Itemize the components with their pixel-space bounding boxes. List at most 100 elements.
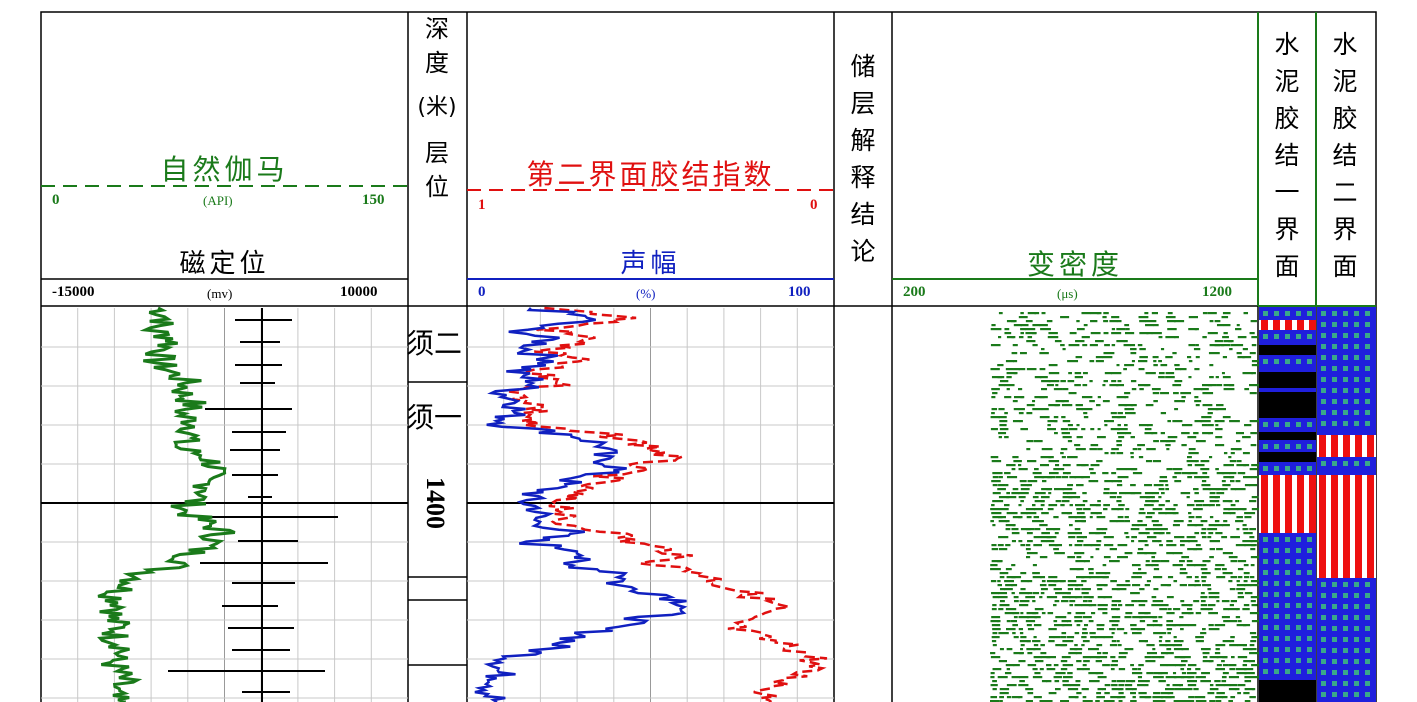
vdl-stripe xyxy=(1025,688,1034,691)
cement-dot xyxy=(1307,581,1312,586)
cement-dot xyxy=(1307,311,1312,316)
vdl-stripe xyxy=(1081,592,1089,595)
cement-dot xyxy=(1307,334,1312,339)
cement-dot xyxy=(1354,355,1359,360)
vdl-stripe xyxy=(1237,560,1247,563)
cement-dot xyxy=(1365,648,1370,653)
vdl-stripe xyxy=(1174,536,1185,539)
vdl-stripe xyxy=(1116,468,1127,471)
vdl-stripe xyxy=(1026,448,1031,451)
vdl-stripe xyxy=(1250,556,1261,559)
vdl-stripe xyxy=(1222,484,1231,487)
vdl-stripe xyxy=(1020,332,1024,335)
cement-dot xyxy=(1332,377,1337,382)
vdl-stripe xyxy=(1116,440,1122,443)
vdl-stripe xyxy=(1145,324,1155,327)
vdl-stripe xyxy=(1060,644,1068,647)
vdl-stripe xyxy=(1046,596,1058,599)
vdl-stripe xyxy=(1111,344,1116,347)
vdl-stripe xyxy=(990,672,995,675)
vdl-stripe xyxy=(1215,596,1220,599)
vdl-stripe xyxy=(1223,512,1231,515)
vdl-stripe xyxy=(997,376,1005,379)
vdl-stripe xyxy=(1187,664,1197,667)
vdl-stripe xyxy=(1025,508,1036,511)
vdl-stripe xyxy=(1195,612,1202,615)
vdl-stripe xyxy=(1200,632,1207,635)
vdl-stripe xyxy=(1172,524,1180,527)
vdl-stripe xyxy=(1095,532,1107,535)
vdl-stripe xyxy=(1228,688,1237,691)
vdl-stripe xyxy=(1041,312,1046,315)
vdl-stripe xyxy=(1018,316,1028,319)
vdl-stripe xyxy=(1249,676,1260,679)
cement-dot xyxy=(1354,366,1359,371)
vdl-stripe xyxy=(1221,488,1228,491)
vdl-stripe xyxy=(1097,688,1104,691)
vdl-stripe xyxy=(1053,676,1062,679)
vdl-stripe xyxy=(1160,492,1165,495)
vdl-stripe xyxy=(990,564,998,567)
vdl-stripe xyxy=(1209,540,1221,543)
vdl-stripe xyxy=(1214,340,1223,343)
vdl-stripe xyxy=(1153,676,1164,679)
vdl-stripe xyxy=(1251,688,1256,691)
cement-dot xyxy=(1296,311,1301,316)
vdl-stripe xyxy=(1165,676,1177,679)
vdl-stripe xyxy=(1237,356,1245,359)
vdl-stripe xyxy=(999,604,1010,607)
vdl-stripe xyxy=(1249,384,1260,387)
vdl-stripe xyxy=(1081,408,1093,411)
vdl-stripe xyxy=(1004,588,1013,591)
vdl-stripe xyxy=(1174,400,1185,403)
vdl-stripe xyxy=(1223,464,1234,467)
vdl-stripe xyxy=(1054,688,1061,691)
vdl-stripe xyxy=(1005,568,1012,571)
cement-stripe xyxy=(1355,435,1362,457)
gr-curve xyxy=(97,306,236,702)
cement-stripe xyxy=(1331,435,1338,457)
vdl-stripe xyxy=(1109,320,1118,323)
cement-dot xyxy=(1332,461,1337,466)
vdl-stripe xyxy=(1216,692,1225,695)
vdl-stripe xyxy=(1194,524,1204,527)
vdl-stripe xyxy=(1237,692,1242,695)
vdl-stripe xyxy=(1061,624,1073,627)
vdl-stripe xyxy=(1116,396,1126,399)
vdl-stripe xyxy=(1201,564,1207,567)
vdl-stripe xyxy=(1124,392,1131,395)
vdl-stripe xyxy=(1083,412,1088,415)
vdl-stripe xyxy=(1040,500,1045,503)
vdl-stripe xyxy=(1194,368,1200,371)
cement-dot xyxy=(1332,355,1337,360)
vdl-stripe xyxy=(1124,412,1136,415)
vdl-title: 变密度 xyxy=(1026,248,1123,281)
vdl-stripe xyxy=(1188,696,1195,699)
cement-dot xyxy=(1343,399,1348,404)
amp-unit: (%) xyxy=(636,286,656,301)
vdl-stripe xyxy=(1165,688,1174,691)
vdl-stripe xyxy=(1152,700,1163,702)
cement-dot xyxy=(1332,593,1337,598)
vdl-stripe xyxy=(1034,396,1045,399)
vdl-stripe xyxy=(1187,684,1197,687)
vdl-stripe xyxy=(1200,600,1206,603)
vdl-stripe xyxy=(1208,612,1218,615)
cement-dot xyxy=(1285,559,1290,564)
vdl-stripe xyxy=(1237,596,1245,599)
vdl-stripe xyxy=(1041,380,1051,383)
vdl-stripe xyxy=(1041,488,1051,491)
vdl-stripe xyxy=(1011,492,1020,495)
vdl-stripe xyxy=(1088,648,1099,651)
cement-dot xyxy=(1274,636,1279,641)
vdl-stripe xyxy=(1195,404,1200,407)
vdl-stripe xyxy=(1228,456,1232,459)
cement-dot xyxy=(1296,592,1301,597)
vdl-stripe xyxy=(1237,568,1244,571)
vdl-stripe xyxy=(991,512,1002,515)
vdl-stripe xyxy=(1013,600,1019,603)
vdl-stripe xyxy=(1237,336,1247,339)
vdl-stripe xyxy=(1081,516,1086,519)
gr-grid xyxy=(41,308,408,702)
vdl-stripe xyxy=(1146,532,1150,535)
